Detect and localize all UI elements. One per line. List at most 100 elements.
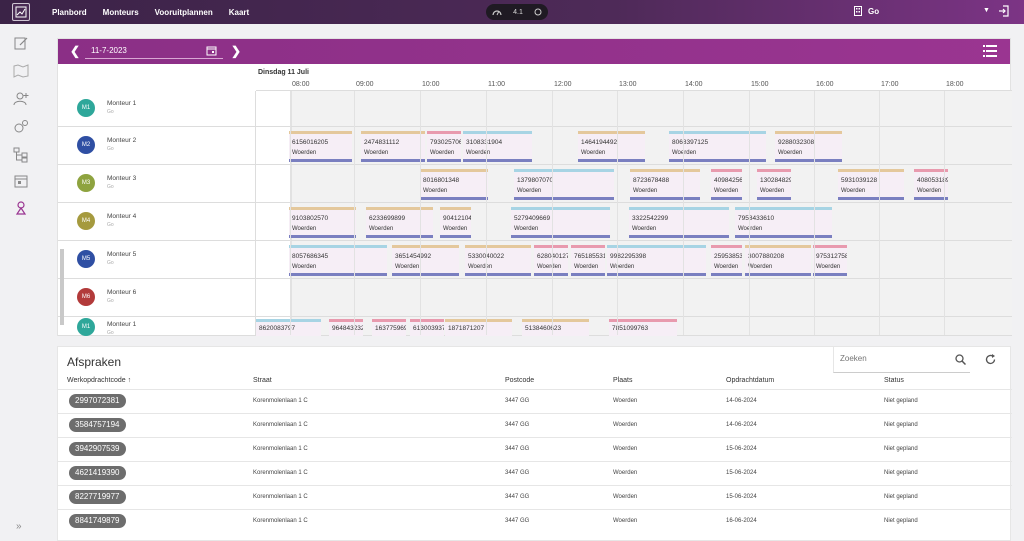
table-row[interactable]: 3942907539 Korenmolenlaan 1 C 3447 GG Woerd… (58, 437, 1012, 461)
appointment-block[interactable]: 8620083797 (256, 319, 321, 336)
column-header-straat[interactable]: Straat (253, 377, 272, 384)
table-row[interactable]: 3584757194 Korenmolenlaan 1 C 3447 GG Woerd… (58, 413, 1012, 437)
appointment-block[interactable]: 7930257062 Woerden (427, 131, 461, 162)
refresh-icon[interactable] (985, 354, 996, 365)
monteur-info[interactable]: M2 Monteur 2 Go (58, 127, 256, 164)
organisation-selector[interactable]: Go (854, 6, 879, 16)
appointment-block[interactable]: 9288032308 Woerden (775, 131, 842, 162)
monteur-name: Monteur 5 (107, 251, 137, 258)
appointment-block[interactable]: 6280401279Woerden (534, 245, 568, 276)
appointment-block[interactable]: 7651855318 Woerden (571, 245, 605, 276)
monteur-timeline[interactable] (256, 279, 1012, 316)
appointment-place: Woerden (581, 150, 606, 156)
appointment-block[interactable]: 6233699899 Woerden (366, 207, 433, 238)
nav-kaart[interactable]: Kaart (228, 7, 250, 17)
nav-planbord[interactable]: Planbord (52, 7, 87, 17)
appointment-block[interactable]: 1637759693 (372, 319, 406, 336)
appointment-block[interactable]: 5330040022Woerden (465, 245, 531, 276)
monteur-info[interactable]: M1 Monteur 1 Go (58, 91, 256, 126)
appointment-block[interactable]: 3108331904 Woerden (463, 131, 532, 162)
appointment-block[interactable]: 3322542299 Woerden (629, 207, 729, 238)
appointment-block[interactable]: 1464194492 Woerden (578, 131, 645, 162)
appointment-block[interactable]: 8723678488 Woerden (630, 169, 700, 200)
appointment-place: Woerden (292, 264, 317, 270)
werkopdracht-code-pill[interactable]: 8227719977 (69, 490, 126, 504)
appointment-block[interactable]: 9753127581 Woerden (813, 245, 847, 276)
column-header-werkopdrachtcode[interactable]: Werkopdrachtcode ↑ (67, 377, 132, 384)
column-header-status[interactable]: Status (884, 377, 904, 384)
monteur-info[interactable]: M4 Monteur 4 Go (58, 203, 256, 240)
werkopdracht-code-pill[interactable]: 3584757194 (69, 418, 126, 432)
monteur-name: Monteur 6 (107, 289, 137, 296)
appointment-block[interactable]: 1871871207 (445, 319, 512, 336)
map-pin-user-icon[interactable] (13, 200, 29, 216)
monteur-info[interactable]: M6 Monteur 6 Go (58, 279, 256, 316)
calendar-icon[interactable] (13, 173, 29, 189)
column-header-postcode[interactable]: Postcode (505, 377, 535, 384)
table-row[interactable]: 4621419390 Korenmolenlaan 1 C 3447 GG Woerd… (58, 461, 1012, 485)
monteur-info[interactable]: M1 Monteur 1 Go (58, 317, 256, 336)
monteur-timeline[interactable] (256, 91, 1012, 126)
appointment-block[interactable]: 2595385330 Woerden (711, 245, 742, 276)
expand-sidebar-icon[interactable]: » (16, 521, 22, 532)
appointment-block[interactable]: 5138460623 (522, 319, 589, 336)
werkopdracht-code-pill[interactable]: 2997072381 (69, 394, 126, 408)
map-icon[interactable] (13, 63, 29, 79)
appointment-code: 1379807070 (517, 177, 554, 184)
hierarchy-icon[interactable] (13, 147, 29, 163)
add-user-icon[interactable] (13, 91, 29, 107)
table-row[interactable]: 8227719977 Korenmolenlaan 1 C 3447 GG Woerd… (58, 485, 1012, 509)
app-logo-icon[interactable] (12, 3, 30, 21)
appointment-block[interactable]: 7851099763 (609, 319, 677, 336)
appointment-block[interactable]: 2474831112 Woerden (361, 131, 425, 162)
version-pill[interactable]: 4.1 (486, 4, 548, 20)
monteur-row: M1 Monteur 1 Go 8620083797 9648432329 1637759… (58, 317, 1012, 336)
table-row[interactable]: 2997072381 Korenmolenlaan 1 C 3447 GG Woerd… (58, 389, 1012, 413)
monteur-info[interactable]: M5 Monteur 5 Go (58, 241, 256, 278)
table-row[interactable]: 8841749879 Korenmolenlaan 1 C 3447 GG Woerd… (58, 509, 1012, 533)
monteur-info[interactable]: M3 Monteur 3 Go (58, 165, 256, 202)
appointment-block[interactable]: 9982295398 Woerden (607, 245, 706, 276)
appointment-block[interactable]: 8016801348 Woerden (420, 169, 488, 200)
logout-icon[interactable] (998, 5, 1010, 17)
appointment-block[interactable]: 6130039376 (410, 319, 444, 336)
appointment-block[interactable]: 5931039128 Woerden (838, 169, 904, 200)
appointment-color-bar (361, 131, 425, 134)
list-view-icon[interactable] (983, 45, 997, 57)
appointment-block[interactable]: 5279409669 Woerden (511, 207, 610, 238)
werkopdracht-code-pill[interactable]: 8841749879 (69, 514, 126, 528)
date-field[interactable]: 11-7-2023 (85, 43, 223, 59)
appointment-block[interactable]: 8057686345 Woerden (289, 245, 387, 276)
next-day-button[interactable]: ❯ (231, 44, 242, 58)
appointment-block[interactable]: 7958433610 Woerden (735, 207, 832, 238)
search-input[interactable] (840, 354, 950, 363)
pre-start-gap (256, 127, 292, 164)
search-box[interactable] (833, 347, 970, 373)
appointment-block[interactable]: 6156016205 Woerden (289, 131, 352, 162)
appointment-block[interactable]: 9648432329 (329, 319, 363, 336)
werkopdracht-code-pill[interactable]: 4621419390 (69, 466, 126, 480)
calendar-icon[interactable] (206, 45, 217, 56)
appointment-block[interactable]: 1302848292 Woerden (757, 169, 791, 200)
appointment-block[interactable]: 4080531893 Woerden (914, 169, 948, 200)
werkopdracht-code-pill[interactable]: 3942907539 (69, 442, 126, 456)
appointment-block[interactable]: 3651454992 Woerden (392, 245, 459, 276)
nav-vooruitplannen[interactable]: Vooruitplannen (154, 7, 213, 17)
appointment-block[interactable]: 4098425613 Woerden (711, 169, 742, 200)
hour-gridline (617, 91, 618, 335)
settings-icon[interactable] (534, 8, 542, 16)
appointment-block[interactable]: 1379807070 Woerden (514, 169, 614, 200)
column-header-plaats[interactable]: Plaats (613, 377, 633, 384)
previous-day-button[interactable]: ❮ (70, 44, 81, 58)
appointment-block[interactable]: 3007880208 Woerden (745, 245, 811, 276)
gears-icon[interactable] (13, 119, 29, 135)
nav-monteurs[interactable]: Monteurs (102, 7, 139, 17)
column-header-opdrachtdatum[interactable]: Opdrachtdatum (726, 377, 775, 384)
search-icon[interactable] (955, 354, 966, 365)
appointment-block[interactable]: 9041210415 Woerden (440, 207, 471, 238)
vertical-scrollbar[interactable] (60, 249, 64, 325)
edit-icon[interactable] (13, 35, 29, 51)
hour-label: 15:00 (751, 81, 769, 88)
chevron-down-icon[interactable]: ▼ (983, 7, 990, 14)
appointment-block[interactable]: 9103802570 Woerden (289, 207, 356, 238)
